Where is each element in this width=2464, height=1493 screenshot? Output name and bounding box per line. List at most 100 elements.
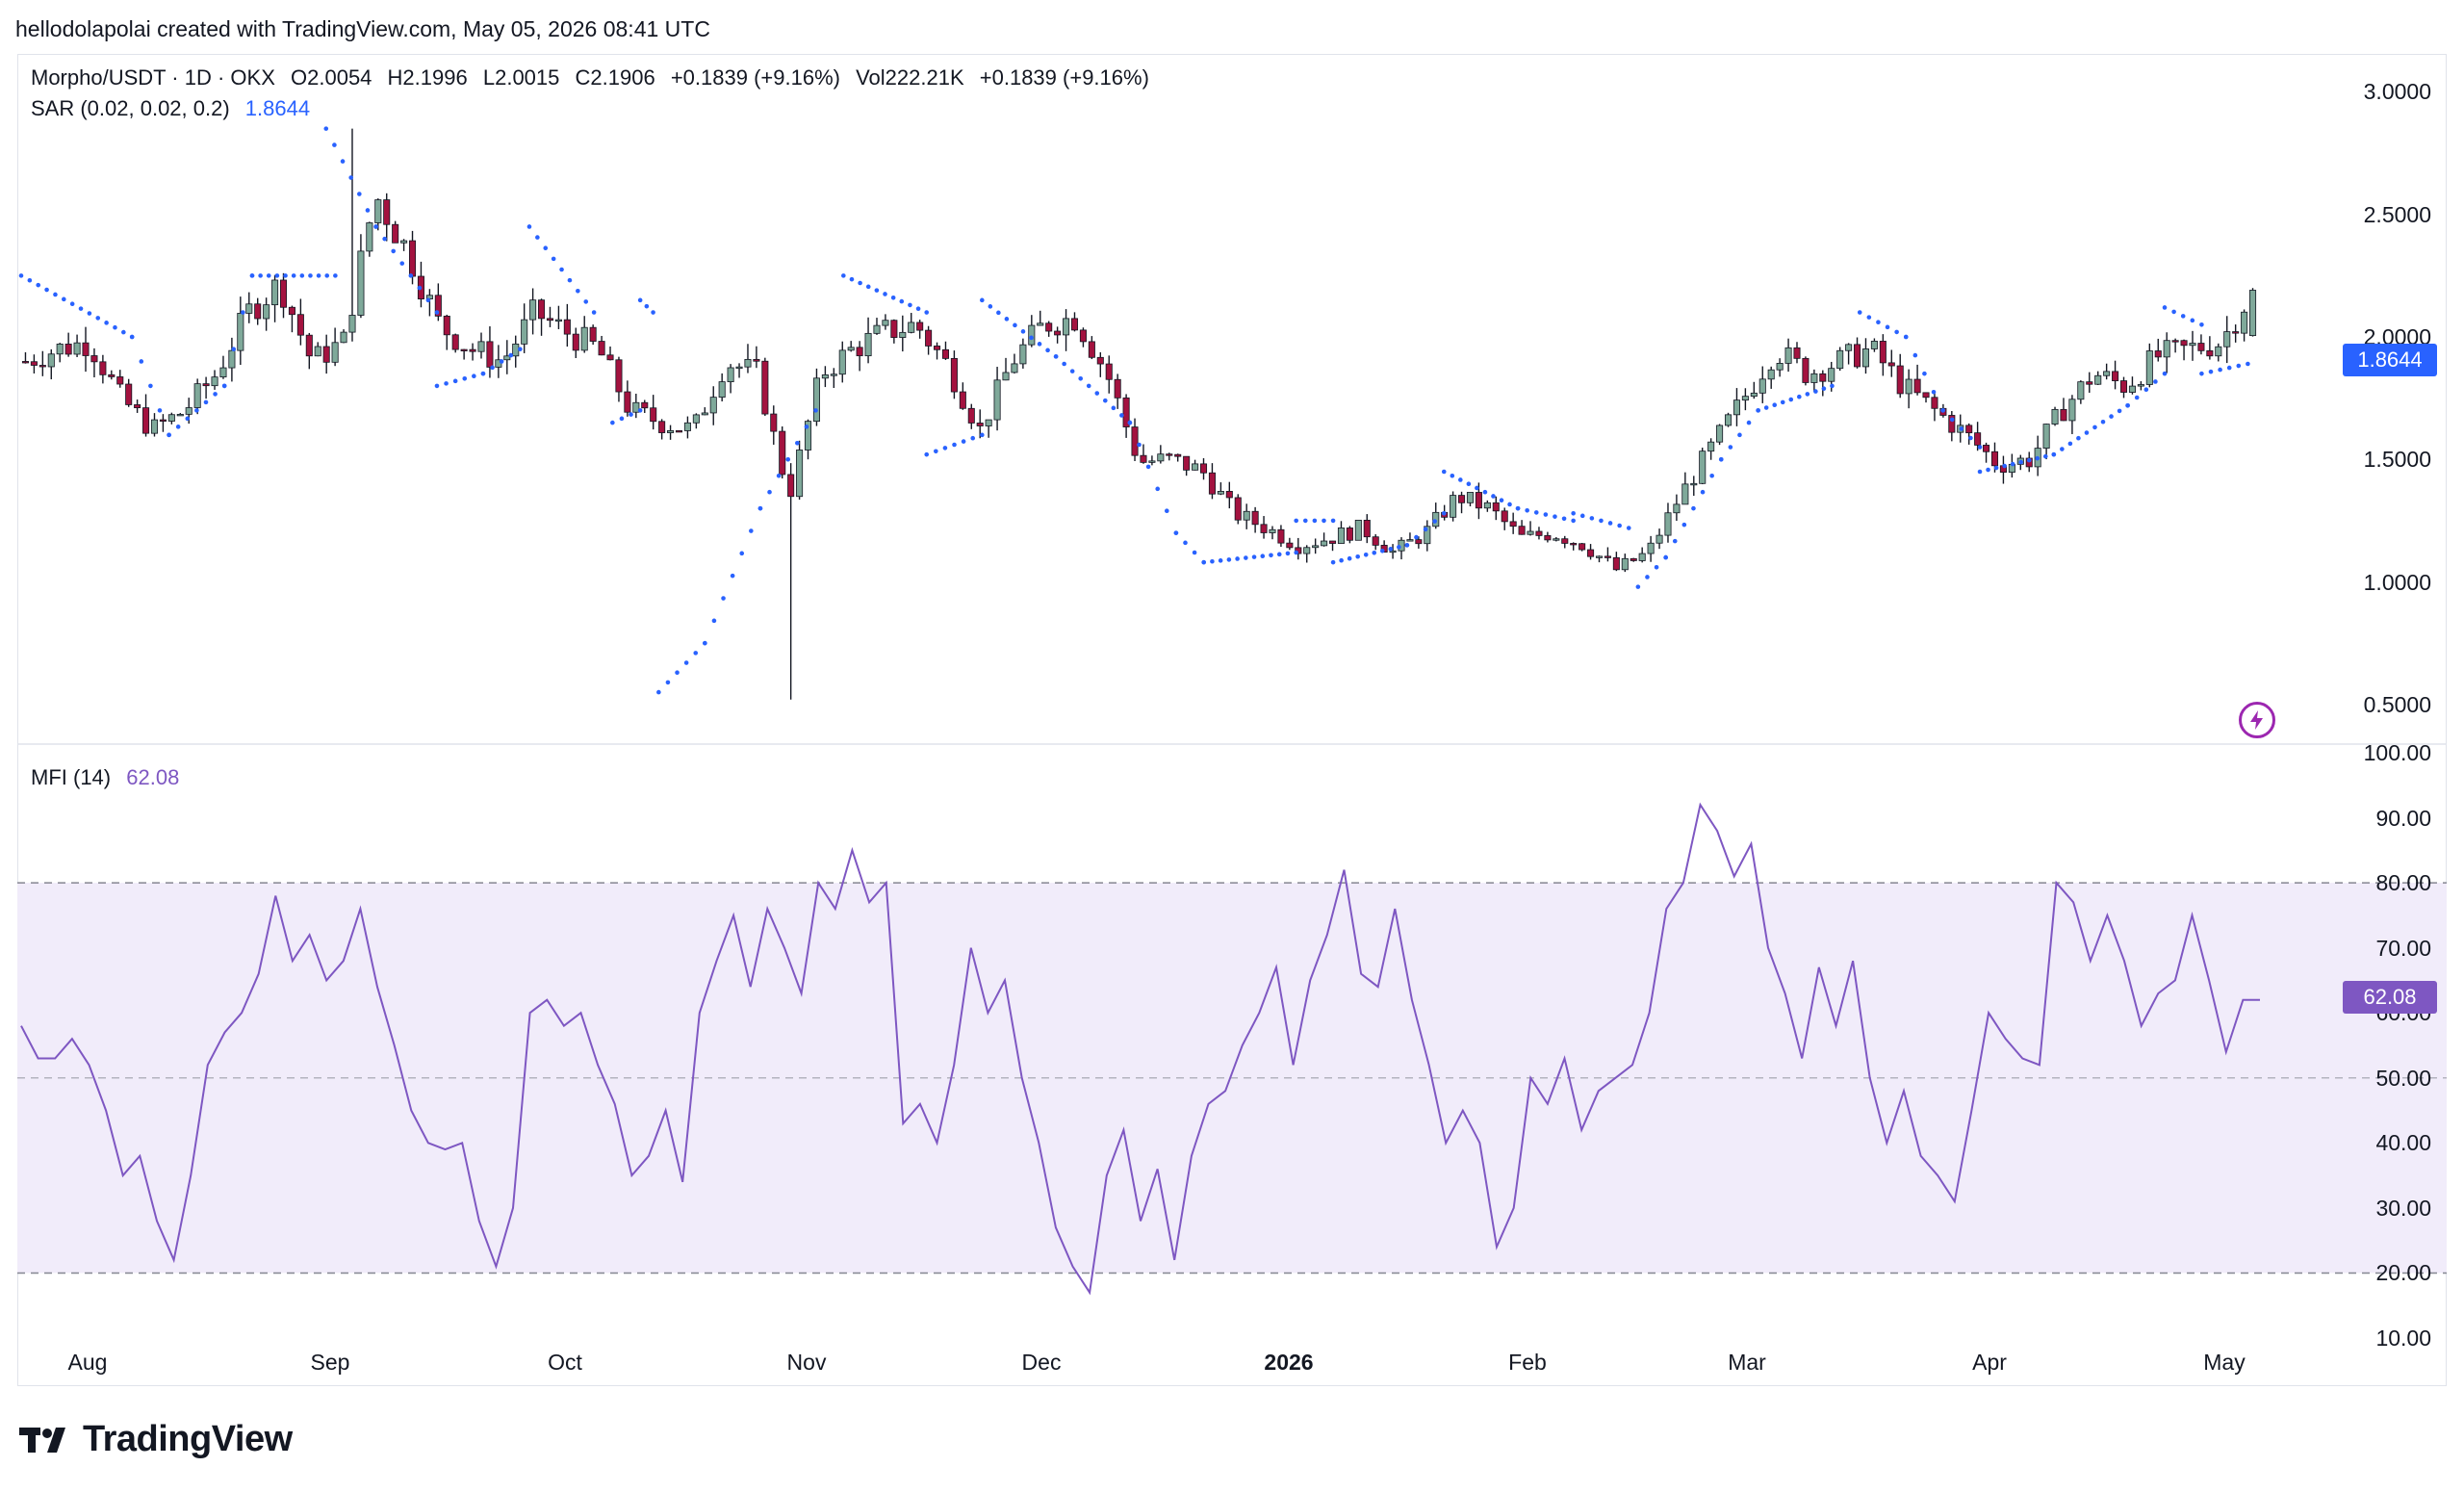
candle-body	[787, 474, 795, 498]
candle-body	[709, 397, 717, 414]
candle-body	[1183, 455, 1191, 471]
candle-body	[1724, 414, 1732, 426]
sar-dot	[899, 298, 905, 304]
sar-dot	[942, 446, 948, 450]
sar-dot	[1579, 513, 1585, 519]
candle-body	[563, 319, 571, 335]
candle-body	[2215, 346, 2222, 357]
candle-body	[1570, 543, 1578, 546]
candle-body	[21, 361, 29, 364]
sar-dot	[711, 618, 717, 624]
sar-dot	[1363, 552, 1369, 557]
candle-body	[47, 353, 55, 368]
candle-body	[1251, 510, 1259, 526]
sar-dot	[2042, 453, 2048, 459]
candle-body	[1028, 324, 1036, 346]
sar-dot	[308, 273, 313, 278]
candle-body	[1063, 318, 1070, 336]
time-tick-label: 2026	[1264, 1350, 1314, 1375]
volume-change-value: +0.1839 (+9.16%)	[979, 65, 1149, 90]
sar-dot	[1986, 467, 1990, 473]
time-tick-label: Sep	[310, 1350, 350, 1375]
candle-body	[2060, 408, 2067, 422]
sar-dot	[87, 311, 92, 316]
candle-body	[263, 304, 270, 320]
candle-body	[1475, 492, 1482, 509]
candle-body	[934, 346, 941, 350]
sar-dot	[1543, 512, 1549, 517]
sar-dot	[1078, 375, 1084, 381]
mfi-tick-label: 30.00	[2375, 1195, 2431, 1221]
sar-dot	[629, 412, 633, 417]
candle-body	[521, 319, 528, 345]
candle-body	[1045, 322, 1053, 332]
sar-dot	[194, 408, 199, 413]
sar-dot	[283, 273, 288, 278]
sar-dot	[1235, 556, 1240, 561]
sar-dot	[1294, 518, 1298, 524]
candle-body	[38, 365, 46, 368]
sar-dot	[1700, 489, 1706, 495]
candle-body	[1037, 322, 1044, 326]
sar-dot	[274, 273, 280, 278]
sar-dot	[1404, 543, 1410, 548]
sar-dot	[1691, 505, 1696, 511]
sar-dot	[2180, 314, 2186, 319]
candle-body	[1750, 392, 1758, 398]
candle-body	[305, 334, 313, 357]
open-value: O2.0054	[291, 65, 372, 90]
sar-dot	[1183, 540, 1188, 546]
sar-dot	[1086, 383, 1091, 389]
sar-dot	[417, 285, 423, 291]
candle-body	[838, 349, 846, 375]
candle-body	[159, 419, 167, 422]
sar-dot	[1507, 502, 1512, 507]
sar-dot	[730, 573, 735, 579]
sar-value: 1.8644	[244, 96, 311, 120]
candle-body	[1260, 524, 1268, 533]
sar-dot	[952, 442, 957, 448]
sar-dot	[841, 273, 846, 278]
candle-body	[254, 303, 262, 320]
sar-dot	[1903, 334, 1909, 340]
sar-dot	[1940, 408, 1945, 413]
candle-body	[546, 318, 554, 322]
sar-dot	[610, 420, 615, 425]
sar-dot	[1885, 324, 1890, 330]
candle-body	[1337, 528, 1345, 544]
candle-body	[2232, 331, 2240, 334]
candle-body	[632, 401, 640, 413]
candle-body	[348, 315, 356, 333]
sar-dot	[1805, 392, 1810, 397]
candle-body	[1019, 344, 1027, 365]
sar-dot	[1672, 538, 1678, 544]
candle-body	[2068, 399, 2076, 422]
candle-body	[2206, 349, 2214, 357]
sar-dot	[526, 224, 532, 229]
sar-dot	[167, 432, 171, 438]
candle-body	[1424, 526, 1431, 545]
candle-body	[1458, 495, 1466, 503]
sar-dot	[924, 451, 930, 457]
sar-dot	[1244, 555, 1248, 560]
sar-dot	[1780, 399, 1785, 405]
candle-body	[701, 412, 708, 416]
sar-dot	[340, 159, 346, 164]
sar-dot	[69, 301, 75, 307]
candle-body	[1845, 344, 1853, 351]
candle-body	[1664, 512, 1672, 536]
candle-body	[2241, 311, 2248, 334]
sar-dot	[785, 456, 791, 462]
candle-body	[1148, 460, 1156, 463]
sar-dot	[399, 261, 405, 266]
lightning-icon[interactable]	[2239, 702, 2275, 738]
sar-dot	[1813, 389, 1818, 394]
sar-dot	[675, 670, 680, 676]
mfi-tick-label: 50.00	[2375, 1065, 2431, 1091]
sar-dot	[988, 304, 993, 309]
candle-body	[735, 366, 743, 370]
candle-body	[606, 354, 614, 361]
sar-dot	[651, 310, 655, 315]
candle-body	[770, 413, 778, 432]
